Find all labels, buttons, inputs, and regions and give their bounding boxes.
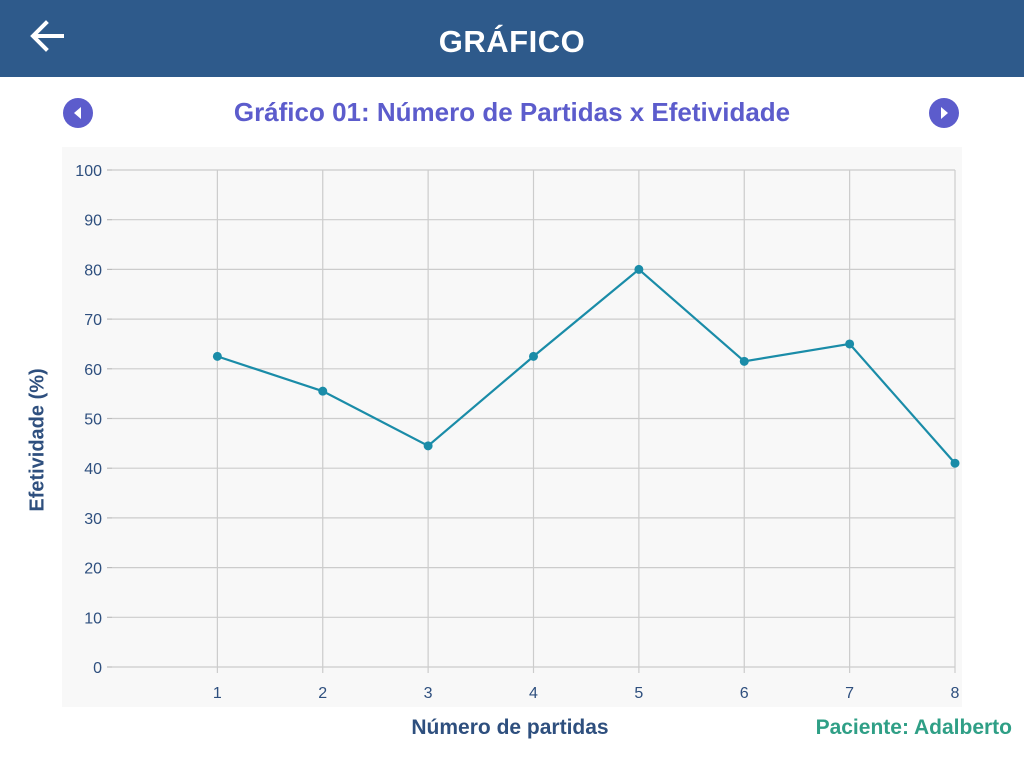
caret-right-icon (941, 107, 948, 119)
data-point (739, 356, 749, 366)
y-tick-label: 0 (93, 660, 102, 677)
data-point (318, 386, 328, 396)
series-line (217, 267, 956, 464)
data-point (950, 458, 960, 468)
y-tick-label: 80 (84, 262, 102, 279)
y-tick-label: 40 (84, 461, 102, 478)
x-tick-label: 6 (740, 685, 749, 702)
chart-canvas: 0 10 20 30 40 50 60 70 80 90 100 1 2 3 4 5 6 7 8 (75, 163, 960, 702)
x-tick-label: 4 (529, 685, 538, 702)
y-axis-label: Efetividade (%) (26, 368, 49, 512)
y-tick-label: 90 (84, 213, 102, 230)
x-axis-label: Número de partidas (411, 716, 609, 739)
x-tick-label: 2 (318, 685, 327, 702)
x-tick-label: 7 (845, 685, 854, 702)
caret-left-icon (74, 107, 81, 119)
top-app-bar: GRÁFICO (0, 0, 1024, 77)
page-title: GRÁFICO (438, 24, 586, 59)
data-point (529, 351, 538, 361)
line-chart: 0 10 20 30 40 50 60 70 80 90 100 1 2 3 4 5 6 7 8 (62, 147, 962, 707)
back-button[interactable] (20, 12, 72, 60)
x-tick-label: 1 (213, 685, 222, 702)
arrow-left-icon (30, 20, 64, 52)
x-tick-label: 5 (634, 685, 643, 702)
x-tick-label: 8 (951, 685, 960, 702)
y-tick-label: 30 (84, 511, 102, 528)
x-tick-label: 3 (424, 685, 433, 702)
y-tick-label: 20 (84, 561, 102, 578)
next-chart-button[interactable] (929, 98, 959, 128)
data-point (845, 339, 855, 349)
data-point (634, 264, 644, 274)
patient-name: Paciente: Adalberto (815, 716, 1012, 739)
data-point (423, 441, 433, 451)
y-tick-label: 100 (75, 163, 102, 180)
y-tick-label: 70 (84, 312, 102, 329)
chart-title: Gráfico 01: Número de Partidas x Efetivi… (233, 97, 791, 127)
y-tick-label: 60 (84, 362, 102, 379)
y-tick-label: 10 (84, 610, 102, 627)
previous-chart-button[interactable] (63, 98, 93, 128)
data-point (212, 351, 222, 361)
y-tick-label: 50 (84, 412, 102, 429)
